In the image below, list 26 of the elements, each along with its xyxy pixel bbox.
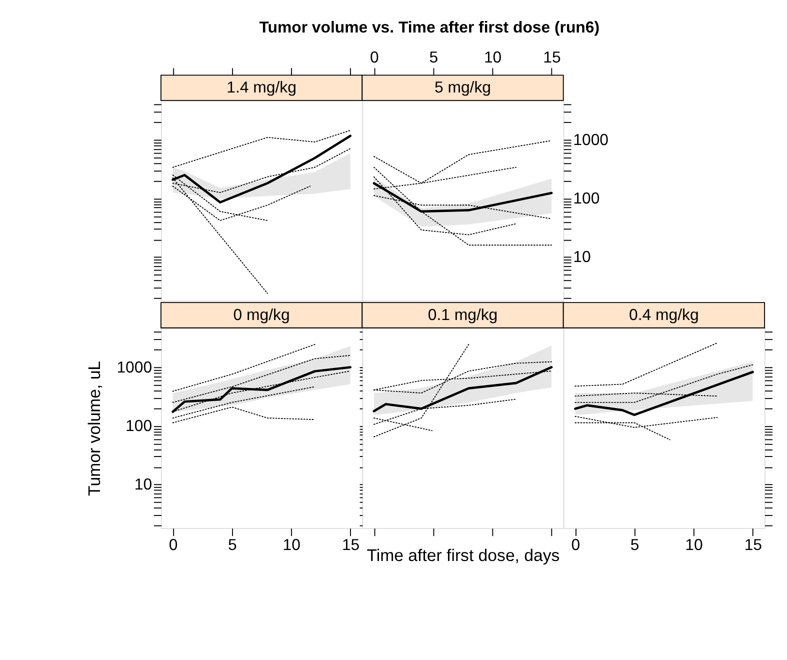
x-tick-label: 15: [744, 537, 762, 554]
y-tick-label: 1000: [116, 359, 152, 376]
x-tick-label: 10: [282, 537, 301, 554]
x-tick-label: 5: [630, 537, 640, 554]
chart-title: 0.1 mg/kg: [428, 306, 498, 324]
y-tick-label: 10: [134, 476, 152, 494]
x-tick-label: 0: [370, 50, 380, 67]
text: Tumor volume vs. Time after first dose (run6): [259, 20, 600, 37]
x-tick-label: 5: [228, 537, 238, 554]
x-tick-label: 5: [429, 50, 438, 67]
y-tick-label: 100: [126, 418, 152, 435]
x-axis-title: Time after first dose, days: [366, 546, 560, 565]
x-tick-label: 15: [342, 537, 360, 554]
chart-title: 0 mg/kg: [233, 306, 290, 324]
x-tick-label: 10: [685, 537, 703, 554]
x-tick-label: 15: [543, 50, 561, 67]
x-tick-label: 10: [484, 50, 502, 67]
chart-title: 1.4 mg/kg: [226, 80, 296, 96]
x-tick-label: 0: [168, 537, 178, 554]
chart-title: 0.4 mg/kg: [629, 306, 699, 324]
y-tick-label: 100: [573, 190, 600, 208]
x-tick-label: 0: [571, 537, 580, 554]
y-axis-title: Tumor volume, uL: [84, 360, 104, 496]
y-tick-label: 10: [573, 249, 592, 266]
chart-title: 5 mg/kg: [434, 80, 492, 96]
y-tick-label: 1000: [573, 132, 609, 149]
